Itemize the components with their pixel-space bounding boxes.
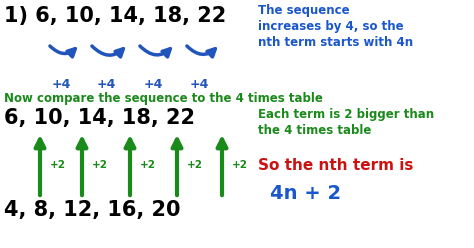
Text: +4: +4 xyxy=(96,78,116,91)
Text: +2: +2 xyxy=(232,160,248,170)
Text: increases by 4, so the: increases by 4, so the xyxy=(258,20,404,33)
Text: So the nth term is: So the nth term is xyxy=(258,158,413,173)
Text: nth term starts with 4n: nth term starts with 4n xyxy=(258,36,413,49)
Text: +2: +2 xyxy=(140,160,156,170)
Text: +2: +2 xyxy=(187,160,203,170)
Text: +4: +4 xyxy=(190,78,209,91)
Text: 6, 10, 14, 18, 22: 6, 10, 14, 18, 22 xyxy=(4,108,195,128)
Text: 1) 6, 10, 14, 18, 22: 1) 6, 10, 14, 18, 22 xyxy=(4,6,226,26)
Text: +4: +4 xyxy=(51,78,71,91)
Text: Each term is 2 bigger than: Each term is 2 bigger than xyxy=(258,108,434,121)
Text: 4n + 2: 4n + 2 xyxy=(270,184,341,203)
Text: +2: +2 xyxy=(50,160,66,170)
Text: +4: +4 xyxy=(144,78,163,91)
Text: Now compare the sequence to the 4 times table: Now compare the sequence to the 4 times … xyxy=(4,92,323,105)
Text: The sequence: The sequence xyxy=(258,4,350,17)
Text: 4, 8, 12, 16, 20: 4, 8, 12, 16, 20 xyxy=(4,200,181,220)
Text: +2: +2 xyxy=(92,160,108,170)
Text: the 4 times table: the 4 times table xyxy=(258,124,371,137)
